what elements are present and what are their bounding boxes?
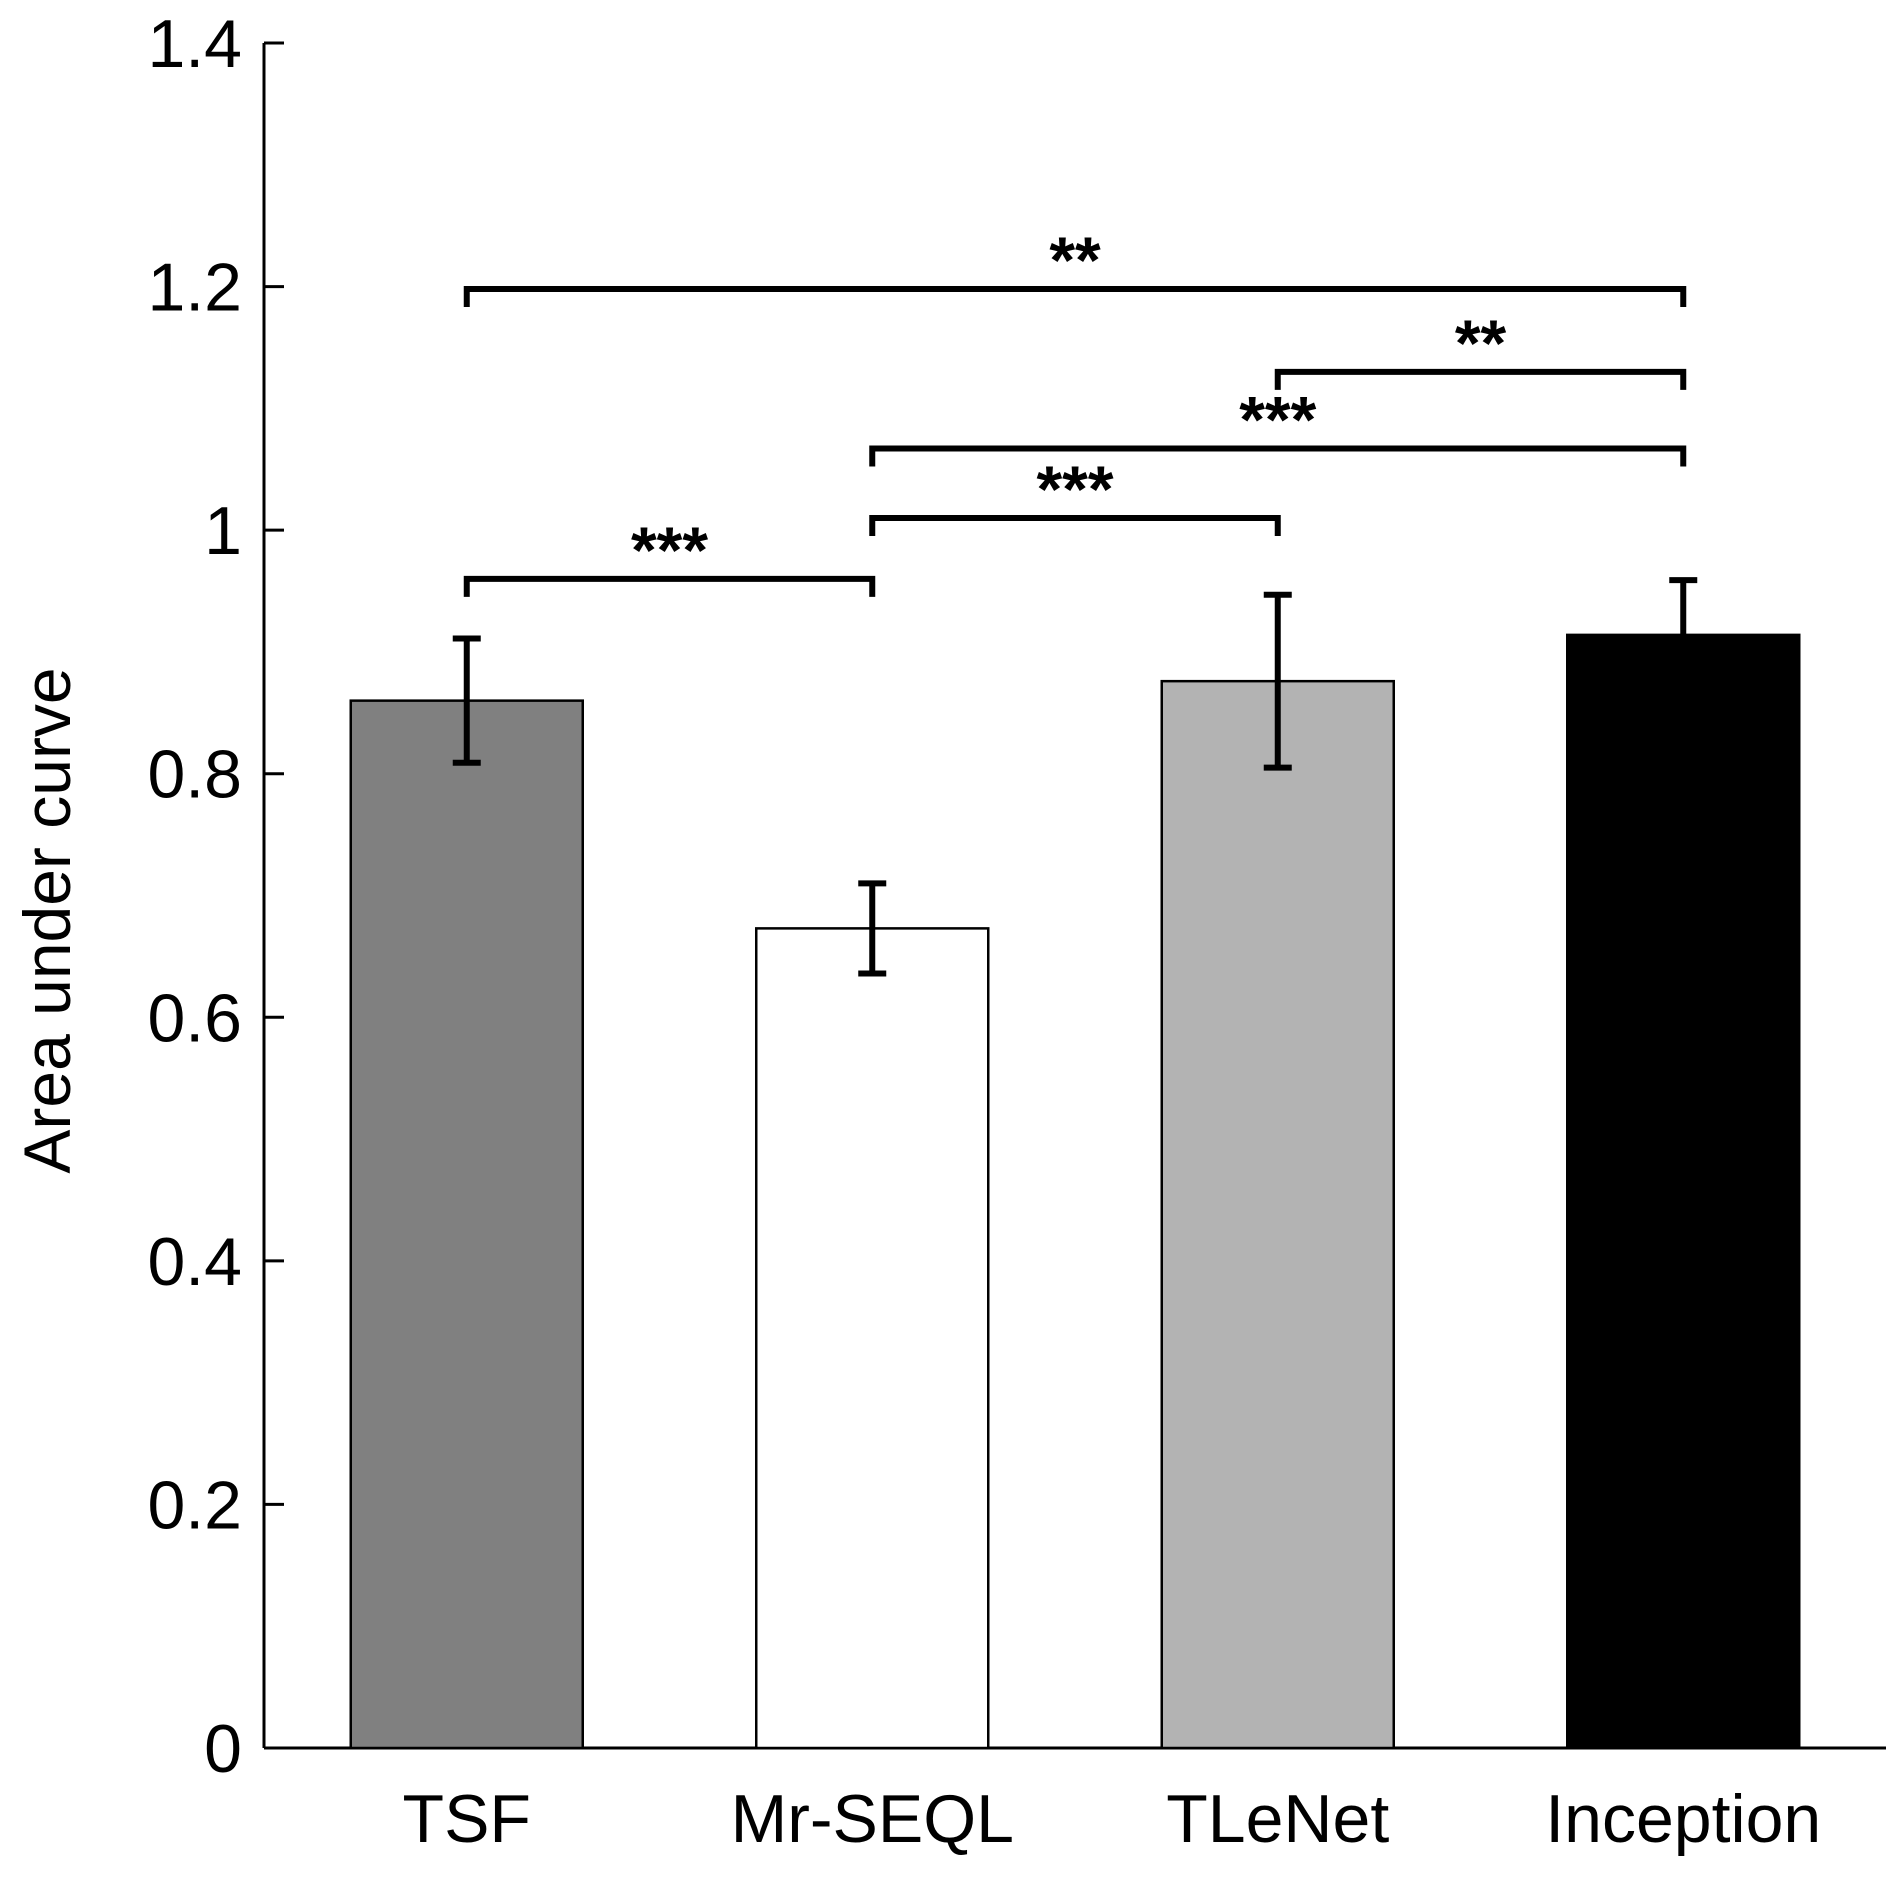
y-tick-label: 0.2	[147, 1467, 242, 1543]
significance-bracket	[463, 286, 1687, 308]
error-bars	[452, 577, 1698, 977]
significance-bracket	[1274, 368, 1687, 390]
y-axis-label: Area under curve	[10, 667, 84, 1173]
bar	[349, 699, 584, 1750]
y-tick-label: 0.4	[147, 1224, 242, 1300]
significance-label: **	[1455, 306, 1507, 380]
x-category-label: TLeNet	[1166, 1781, 1389, 1857]
significance-label: **	[1049, 223, 1101, 297]
y-tick-label: 0	[204, 1711, 242, 1787]
x-category-label: Mr-SEQL	[731, 1781, 1014, 1857]
x-category-label: Inception	[1545, 1781, 1821, 1857]
significance-bracket	[869, 514, 1281, 536]
bar	[755, 927, 990, 1750]
bar	[1566, 633, 1801, 1750]
x-category-label: TSF	[403, 1781, 531, 1857]
significance-bracket	[869, 445, 1687, 467]
bars	[349, 633, 1801, 1750]
y-tick-label: 1.4	[147, 6, 242, 82]
axes: 0 0.2 0.4 0.6 0.8 1 1.2 1.4 TSF Mr-SEQL TLeNet Ince…	[147, 6, 1886, 1857]
significance-brackets: *************	[463, 223, 1687, 597]
y-tick-label: 0.8	[147, 737, 242, 813]
significance-label: ***	[1239, 383, 1316, 457]
y-tick-label: 0.6	[147, 980, 242, 1056]
significance-label: ***	[631, 513, 708, 587]
y-tick-label: 1.2	[147, 250, 242, 326]
significance-bracket	[463, 575, 876, 597]
bar	[1160, 679, 1395, 1750]
y-tick-label: 1	[204, 493, 242, 569]
significance-label: ***	[1036, 452, 1113, 526]
